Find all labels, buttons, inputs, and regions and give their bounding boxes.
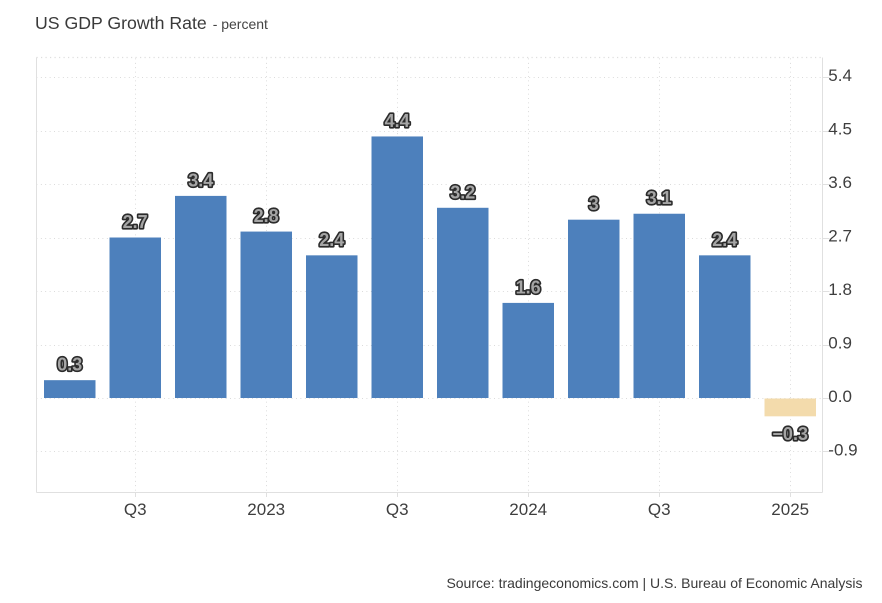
svg-text:4.5: 4.5 [828,119,852,138]
svg-text:2.7: 2.7 [828,226,852,245]
svg-text:3.6: 3.6 [828,173,852,192]
svg-text:3.4: 3.4 [188,170,213,190]
svg-text:2.4: 2.4 [712,230,737,250]
svg-text:1.6: 1.6 [516,277,541,297]
svg-text:1.8: 1.8 [828,280,852,299]
svg-text:3.1: 3.1 [647,188,672,208]
svg-text:Q3: Q3 [648,500,671,519]
svg-text:4.4: 4.4 [385,111,410,131]
svg-text:2.7: 2.7 [123,212,148,232]
svg-text:3.2: 3.2 [450,182,475,202]
svg-text:3.1: 3.1 [647,188,672,208]
svg-text:2025: 2025 [771,500,809,519]
svg-text:3.2: 3.2 [450,182,475,202]
svg-text:2.4: 2.4 [319,230,344,250]
svg-text:Q3: Q3 [386,500,409,519]
svg-text:0.9: 0.9 [828,333,852,352]
svg-text:2.8: 2.8 [254,206,279,226]
svg-text:Source: tradingeconomics.com |: Source: tradingeconomics.com | U.S. Bure… [446,575,862,591]
svg-text:1.6: 1.6 [516,277,541,297]
svg-text:5.4: 5.4 [828,66,852,85]
svg-text:4.4: 4.4 [385,111,410,131]
svg-text:- percent: - percent [213,16,268,32]
svg-text:−0.3: −0.3 [772,424,808,444]
svg-text:Q3: Q3 [124,500,147,519]
svg-text:-0.9: -0.9 [828,440,857,459]
svg-text:2.4: 2.4 [712,230,737,250]
svg-text:2.7: 2.7 [123,212,148,232]
svg-text:0.3: 0.3 [57,355,82,375]
svg-text:2023: 2023 [247,500,285,519]
svg-text:3.4: 3.4 [188,170,213,190]
svg-text:0.3: 0.3 [57,355,82,375]
svg-text:US GDP Growth Rate: US GDP Growth Rate [35,13,207,33]
svg-text:0.0: 0.0 [828,387,852,406]
svg-text:2.4: 2.4 [319,230,344,250]
svg-text:3: 3 [589,194,599,214]
svg-text:2024: 2024 [509,500,547,519]
svg-text:2.8: 2.8 [254,206,279,226]
svg-text:−0.3: −0.3 [772,424,808,444]
svg-text:3: 3 [589,194,599,214]
